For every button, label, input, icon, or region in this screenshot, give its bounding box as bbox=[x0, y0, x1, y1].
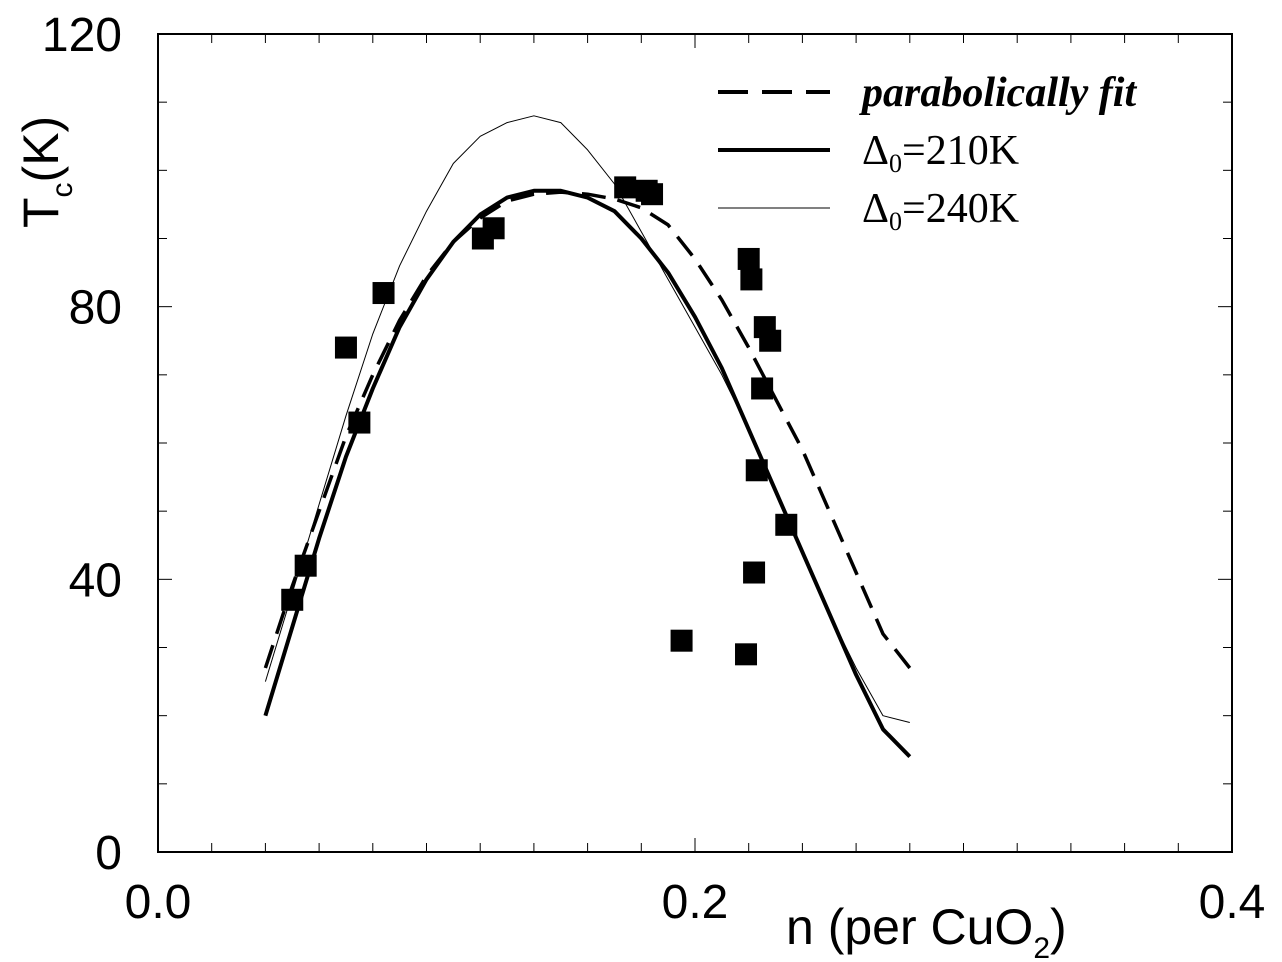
legend: parabolically fit Δ0=210K Δ0=240K bbox=[718, 70, 1137, 236]
legend-delta-210: Δ bbox=[862, 128, 889, 174]
y-axis-title: Tc(K) bbox=[13, 116, 79, 228]
x-axis-title: n (per CuO2) bbox=[786, 899, 1067, 962]
x-tick-label: 0.2 bbox=[662, 876, 729, 929]
y-tick-label: 120 bbox=[42, 9, 122, 62]
data-point bbox=[775, 513, 798, 536]
y-axis-title-sub: c bbox=[46, 182, 79, 197]
x-axis-title-end: ) bbox=[1050, 899, 1067, 955]
plot-frame bbox=[157, 33, 1233, 853]
legend-label-210: Δ0=210K bbox=[862, 128, 1019, 178]
marker-layer bbox=[281, 176, 798, 666]
data-point bbox=[348, 411, 371, 434]
series-line-parabolic-fit bbox=[263, 190, 912, 670]
data-point bbox=[735, 643, 758, 666]
legend-sub-240: 0 bbox=[889, 207, 902, 236]
legend-delta-240: Δ bbox=[862, 186, 889, 232]
data-point bbox=[751, 377, 774, 400]
y-tick-label: 0 bbox=[95, 827, 122, 880]
legend-label-240: Δ0=240K bbox=[862, 186, 1019, 236]
data-point bbox=[745, 459, 768, 482]
data-point bbox=[641, 183, 664, 206]
data-point bbox=[614, 176, 637, 199]
data-point bbox=[482, 217, 505, 240]
legend-value-240: =240K bbox=[902, 186, 1019, 232]
axis-ticks bbox=[157, 33, 1233, 853]
data-point bbox=[737, 247, 760, 270]
data-point bbox=[294, 554, 317, 577]
data-point bbox=[740, 268, 763, 291]
legend-label-parabolic: parabolically fit bbox=[859, 70, 1137, 116]
x-tick-label: 0.4 bbox=[1199, 876, 1266, 929]
legend-sub-210: 0 bbox=[889, 149, 902, 178]
data-point bbox=[281, 588, 304, 611]
x-tick-label: 0.0 bbox=[125, 876, 192, 929]
series-line-delta-240 bbox=[264, 115, 910, 723]
x-axis-title-main: n (per CuO bbox=[786, 899, 1033, 955]
y-tick-label: 40 bbox=[69, 554, 122, 607]
y-tick-label: 80 bbox=[69, 282, 122, 335]
x-axis-title-sub: 2 bbox=[1033, 932, 1050, 962]
data-point bbox=[759, 329, 782, 352]
y-axis-title-end: (K) bbox=[13, 116, 69, 183]
y-axis-title-main: T bbox=[13, 197, 69, 228]
tick-labels: 0.0 0.2 0.4 0 40 80 120 bbox=[42, 9, 1265, 929]
data-point bbox=[334, 336, 357, 359]
data-point bbox=[743, 561, 766, 584]
data-point bbox=[670, 629, 693, 652]
series-layer bbox=[263, 115, 912, 759]
data-point bbox=[372, 282, 395, 305]
legend-value-210: =210K bbox=[902, 128, 1019, 174]
